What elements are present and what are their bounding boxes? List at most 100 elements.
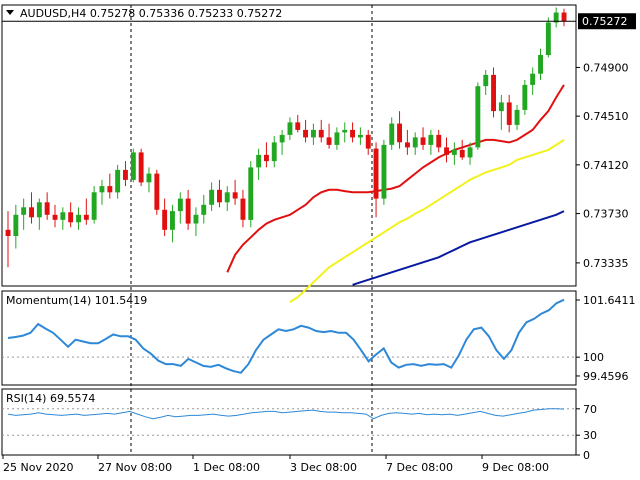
candle-body [13,214,19,236]
candle-body [358,134,363,138]
candle-body [530,73,536,85]
candle-body [561,12,567,22]
momentum-title: Momentum(14) 101.5419 [6,294,147,307]
candle-body [232,192,238,199]
candle-body [224,192,230,203]
candle-body [506,102,512,125]
candle-body [451,149,457,155]
y-tick-label: 0.74510 [583,110,629,123]
momentum-line [7,298,565,374]
candle-body [115,169,121,193]
main-panel-frame [1,4,577,287]
candle-body [99,186,105,193]
x-tick-label: 27 Nov 08:00 [98,461,172,474]
candle-body [459,149,465,158]
moving-average-3 [352,210,565,286]
candle-body [52,214,58,220]
candle-body [107,186,113,193]
candle-body [444,147,449,155]
candle-body [154,173,160,210]
candle-body [29,207,34,218]
candle-body [373,148,379,199]
candle-body [436,134,442,148]
momentum-tick-label: 99.4596 [583,370,629,383]
rsi-panel-frame [1,388,577,456]
momentum-tick-label: 101.6411 [583,294,636,307]
moving-average-1 [226,84,565,273]
candle-body [381,144,387,199]
candle-body [334,132,340,145]
candle-body [397,123,402,143]
candle-body [44,202,50,215]
candle-body [318,129,324,138]
candle-body [491,74,496,112]
x-tick-label: 25 Nov 2020 [3,461,73,474]
current-price-label: 0.75272 [582,15,628,28]
candle-body [248,167,254,220]
candle-body [217,189,222,203]
rsi-line [7,408,565,420]
candle-body [264,154,269,162]
candle-body [350,129,355,138]
candle-body [483,74,489,87]
candle-body [405,142,410,148]
y-tick-label: 0.74120 [583,159,629,172]
candle-body [545,22,551,55]
candle-body [271,142,277,162]
candle-body [420,137,426,145]
candle-body [185,198,191,224]
candle-body [138,152,144,183]
momentum-panel-frame [1,290,577,386]
candle-body [514,109,520,125]
y-tick-label: 0.73730 [583,208,629,221]
x-tick-label: 7 Dec 08:00 [386,461,453,474]
candle-body [76,214,81,223]
candle-body [279,134,285,143]
candle-body [522,84,528,110]
candle-body [209,189,215,205]
candle-body [91,192,97,220]
candle-body [36,202,42,218]
x-tick-label: 1 Dec 08:00 [193,461,260,474]
candle-body [68,212,74,223]
candle-body [498,102,504,112]
candle-body [295,122,301,130]
candle-body [83,214,89,220]
rsi-tick-label: 70 [583,403,597,416]
candle-body [428,134,434,145]
candle-body [287,122,293,135]
candle-body [240,198,246,220]
y-tick-label: 0.74900 [583,61,629,74]
candle-body [467,147,473,158]
current-price-label-bg [578,13,636,30]
y-tick-label: 0.73335 [583,257,629,270]
candle-body [123,169,128,180]
candle-body [170,211,175,230]
candle-body [5,229,11,236]
candle-body [130,152,136,180]
candle-body [326,137,332,145]
candle-body [177,198,183,212]
candle-body [193,214,199,224]
candle-body [475,86,481,148]
candle-body [146,173,152,183]
candle-body [538,55,543,74]
candle-body [389,123,395,145]
dropdown-triangle-icon [6,10,14,15]
moving-average-2 [289,139,565,304]
candle-body [365,134,371,149]
symbol-label: AUDUSD,H4 0.75278 0.75336 0.75233 0.7527… [20,7,282,20]
x-tick-label: 3 Dec 08:00 [290,461,357,474]
momentum-tick-label: 100 [583,351,604,364]
candle-body [412,137,418,148]
candle-body [60,212,66,220]
rsi-title: RSI(14) 69.5574 [6,392,95,405]
candle-body [303,129,308,138]
rsi-tick-label: 30 [583,429,597,442]
candle-body [201,204,207,215]
candle-body [311,129,316,138]
rsi-tick-label: 0 [583,449,590,462]
candle-body [21,207,27,215]
candle-body [256,154,262,168]
